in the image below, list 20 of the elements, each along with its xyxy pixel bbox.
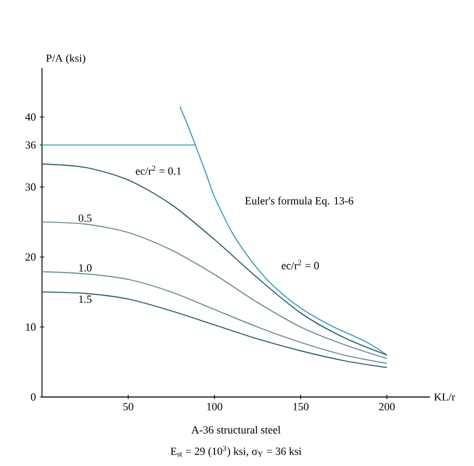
annotation: Euler's formula Eq. 13-6 [245, 196, 354, 207]
text: E$_{st}$ = 29 (10$^{3}$) ksi, σ$_{Y}$ = 36 ksi [170, 446, 302, 458]
series-label: ec/r$^{2}$ = 0.1 [136, 166, 181, 175]
x-axis-title: KL/r [434, 393, 456, 401]
y-tick-label: 20 [26, 253, 36, 261]
y-tick-label: 40 [25, 113, 36, 121]
series-label: ec/r$^{2}$ = 0 [282, 260, 319, 270]
y-tick-label: 10 [26, 323, 36, 331]
series-label: 1.0 [79, 264, 92, 272]
x-tick-label: 50 [123, 402, 134, 410]
series-label: 0.5 [78, 214, 92, 222]
y-tick-label: 30 [26, 183, 36, 191]
y-axis-title: P/A (ksi) [46, 54, 86, 64]
x-tick-label: 200 [379, 402, 395, 410]
x-tick-label: 100 [207, 402, 222, 410]
series-label: 1.5 [79, 296, 92, 303]
text: A-36 structural steel [191, 426, 281, 434]
y-tick-label: 36 [26, 141, 36, 149]
x-tick-label: 150 [293, 402, 308, 410]
y-tick-label: 0 [30, 393, 36, 401]
